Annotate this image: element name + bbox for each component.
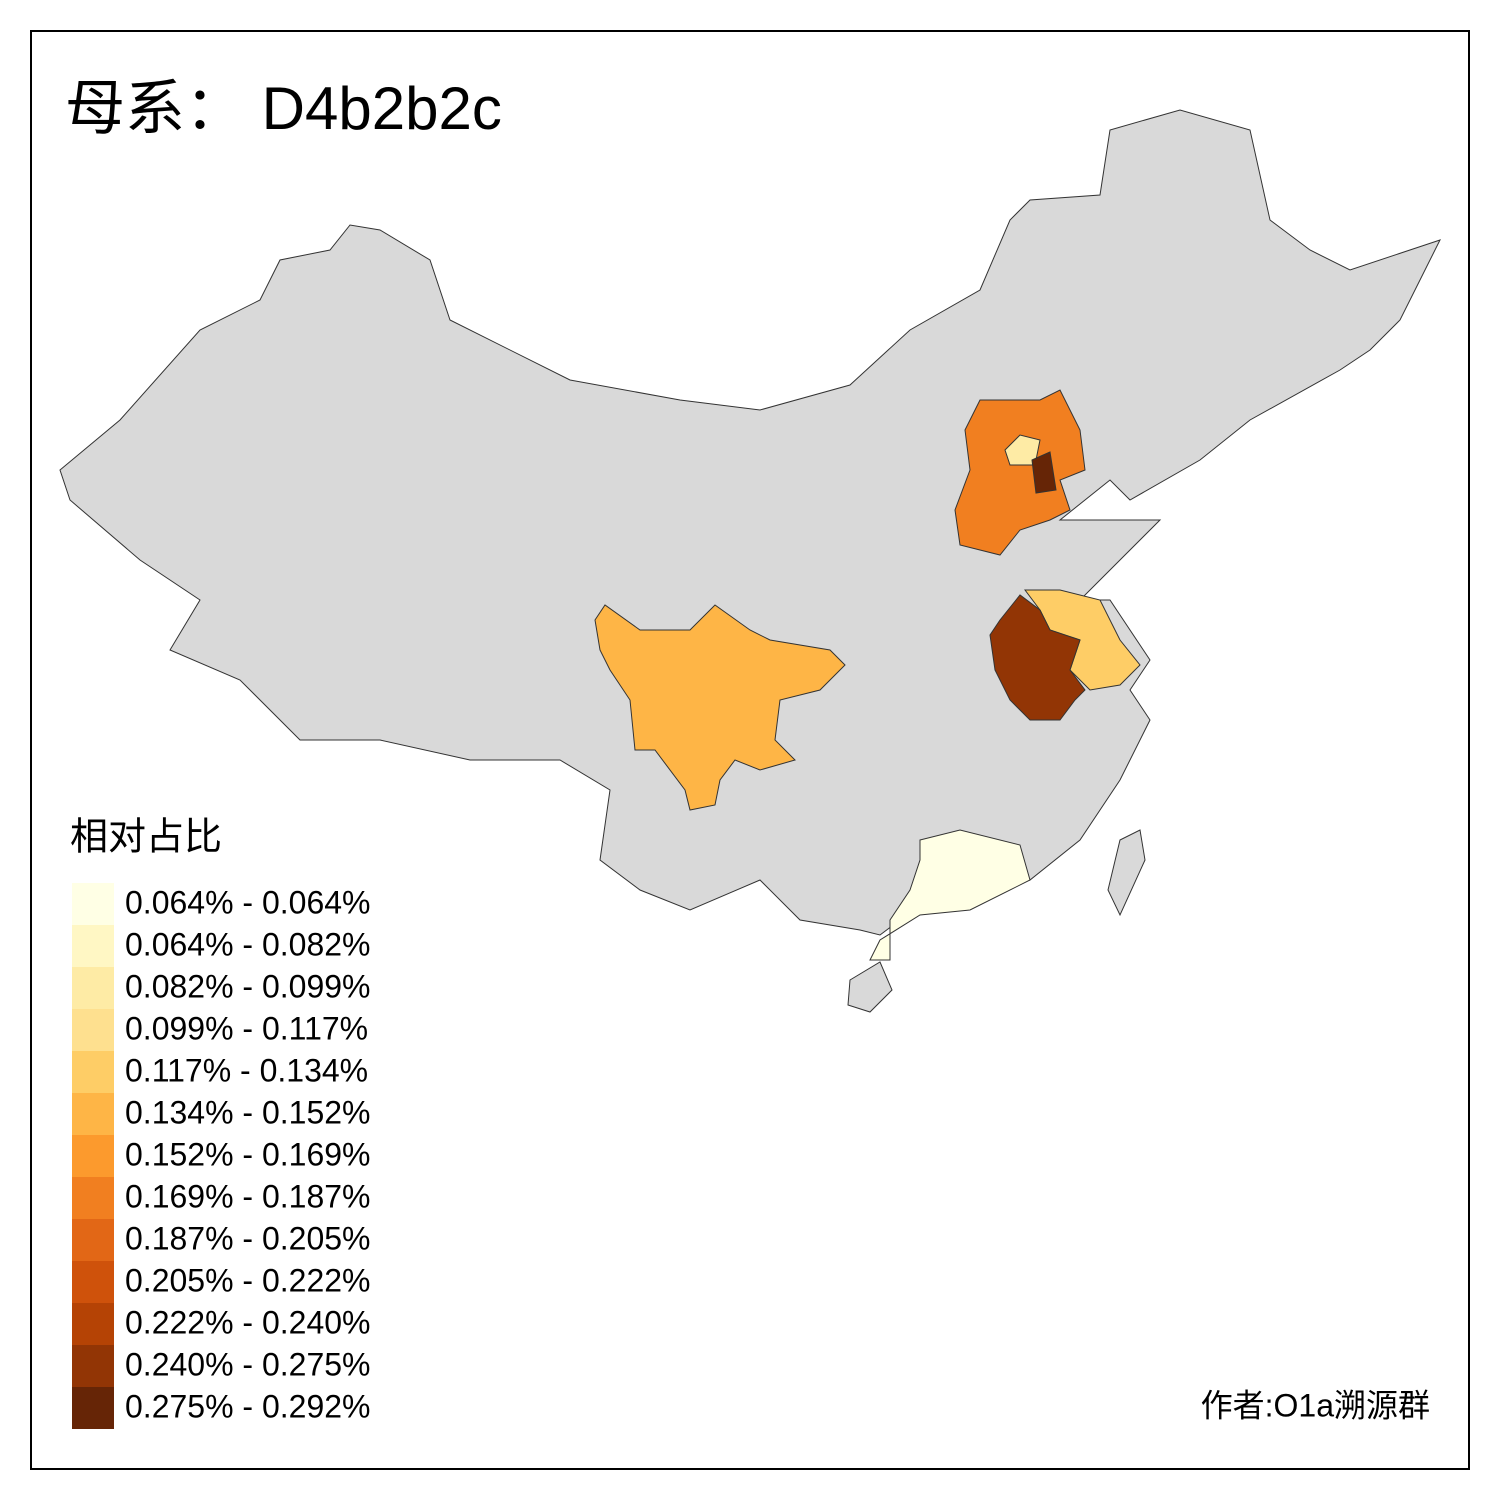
legend-label: 0.240% - 0.275% xyxy=(125,1346,371,1382)
legend-title: 相对占比 xyxy=(70,815,222,859)
legend-label: 0.064% - 0.082% xyxy=(125,926,371,962)
legend-swatch xyxy=(72,1093,114,1135)
credit: 作者:O1a溯源群 xyxy=(1201,1387,1430,1423)
map xyxy=(59,109,1441,1013)
anhui xyxy=(989,594,1086,721)
legend-label: 0.117% - 0.134% xyxy=(125,1052,368,1088)
legend-label: 0.187% - 0.205% xyxy=(125,1220,371,1256)
tianjin xyxy=(1031,451,1057,494)
legend-label: 0.275% - 0.292% xyxy=(125,1388,371,1424)
guangdong xyxy=(869,829,1031,961)
legend-swatch xyxy=(72,1177,114,1219)
legend-label: 0.152% - 0.169% xyxy=(125,1136,371,1172)
legend-label: 0.169% - 0.187% xyxy=(125,1178,371,1214)
legend-swatch xyxy=(72,1303,114,1345)
legend-swatch xyxy=(72,1387,114,1429)
sichuan xyxy=(594,604,846,811)
taiwan xyxy=(1107,829,1146,917)
legend-label: 0.205% - 0.222% xyxy=(125,1262,371,1298)
legend-label: 0.134% - 0.152% xyxy=(125,1094,371,1130)
legend-swatch xyxy=(72,1345,114,1387)
legend-swatch xyxy=(72,883,114,925)
legend-label: 0.222% - 0.240% xyxy=(125,1304,371,1340)
hainan xyxy=(847,961,893,1013)
legend-swatch xyxy=(72,1051,114,1093)
legend-label: 0.064% - 0.064% xyxy=(125,884,371,920)
china-mainland xyxy=(59,109,1441,936)
legend-swatch xyxy=(72,1135,114,1177)
legend-swatch xyxy=(72,1261,114,1303)
legend: 0.064% - 0.064% 0.064% - 0.082% 0.082% - 0… xyxy=(72,883,371,1429)
legend-label: 0.082% - 0.099% xyxy=(125,968,371,1004)
hebei xyxy=(954,389,1086,556)
legend-swatch xyxy=(72,967,114,1009)
legend-swatch xyxy=(72,925,114,967)
legend-swatch xyxy=(72,1219,114,1261)
legend-swatch xyxy=(72,1009,114,1051)
beijing xyxy=(1004,434,1041,466)
legend-label: 0.099% - 0.117% xyxy=(125,1010,368,1046)
title: 母系： D4b2b2c xyxy=(65,75,502,142)
